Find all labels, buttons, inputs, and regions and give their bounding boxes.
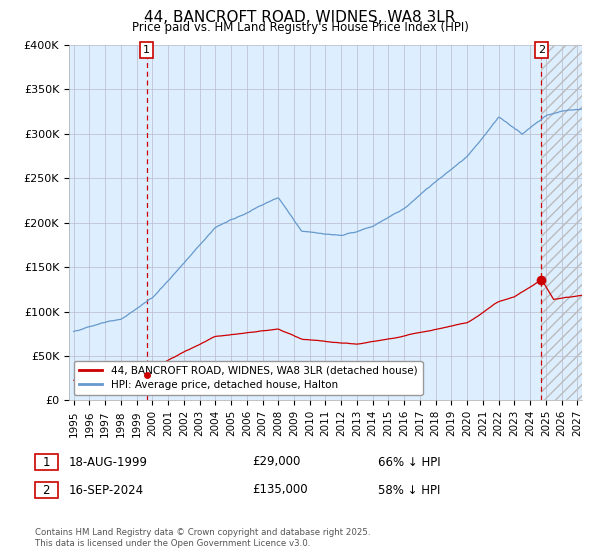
Text: 18-AUG-1999: 18-AUG-1999 [69, 455, 148, 469]
Text: 44, BANCROFT ROAD, WIDNES, WA8 3LR: 44, BANCROFT ROAD, WIDNES, WA8 3LR [145, 10, 455, 25]
Legend: 44, BANCROFT ROAD, WIDNES, WA8 3LR (detached house), HPI: Average price, detache: 44, BANCROFT ROAD, WIDNES, WA8 3LR (deta… [74, 361, 422, 395]
Text: 2: 2 [43, 483, 50, 497]
Text: 16-SEP-2024: 16-SEP-2024 [69, 483, 144, 497]
Text: Contains HM Land Registry data © Crown copyright and database right 2025.
This d: Contains HM Land Registry data © Crown c… [35, 528, 370, 548]
Text: 2: 2 [538, 45, 545, 55]
Text: £135,000: £135,000 [252, 483, 308, 497]
Text: 1: 1 [43, 455, 50, 469]
Text: £29,000: £29,000 [252, 455, 301, 469]
Text: 58% ↓ HPI: 58% ↓ HPI [378, 483, 440, 497]
Text: Price paid vs. HM Land Registry's House Price Index (HPI): Price paid vs. HM Land Registry's House … [131, 21, 469, 34]
Text: 66% ↓ HPI: 66% ↓ HPI [378, 455, 440, 469]
Text: 1: 1 [143, 45, 150, 55]
